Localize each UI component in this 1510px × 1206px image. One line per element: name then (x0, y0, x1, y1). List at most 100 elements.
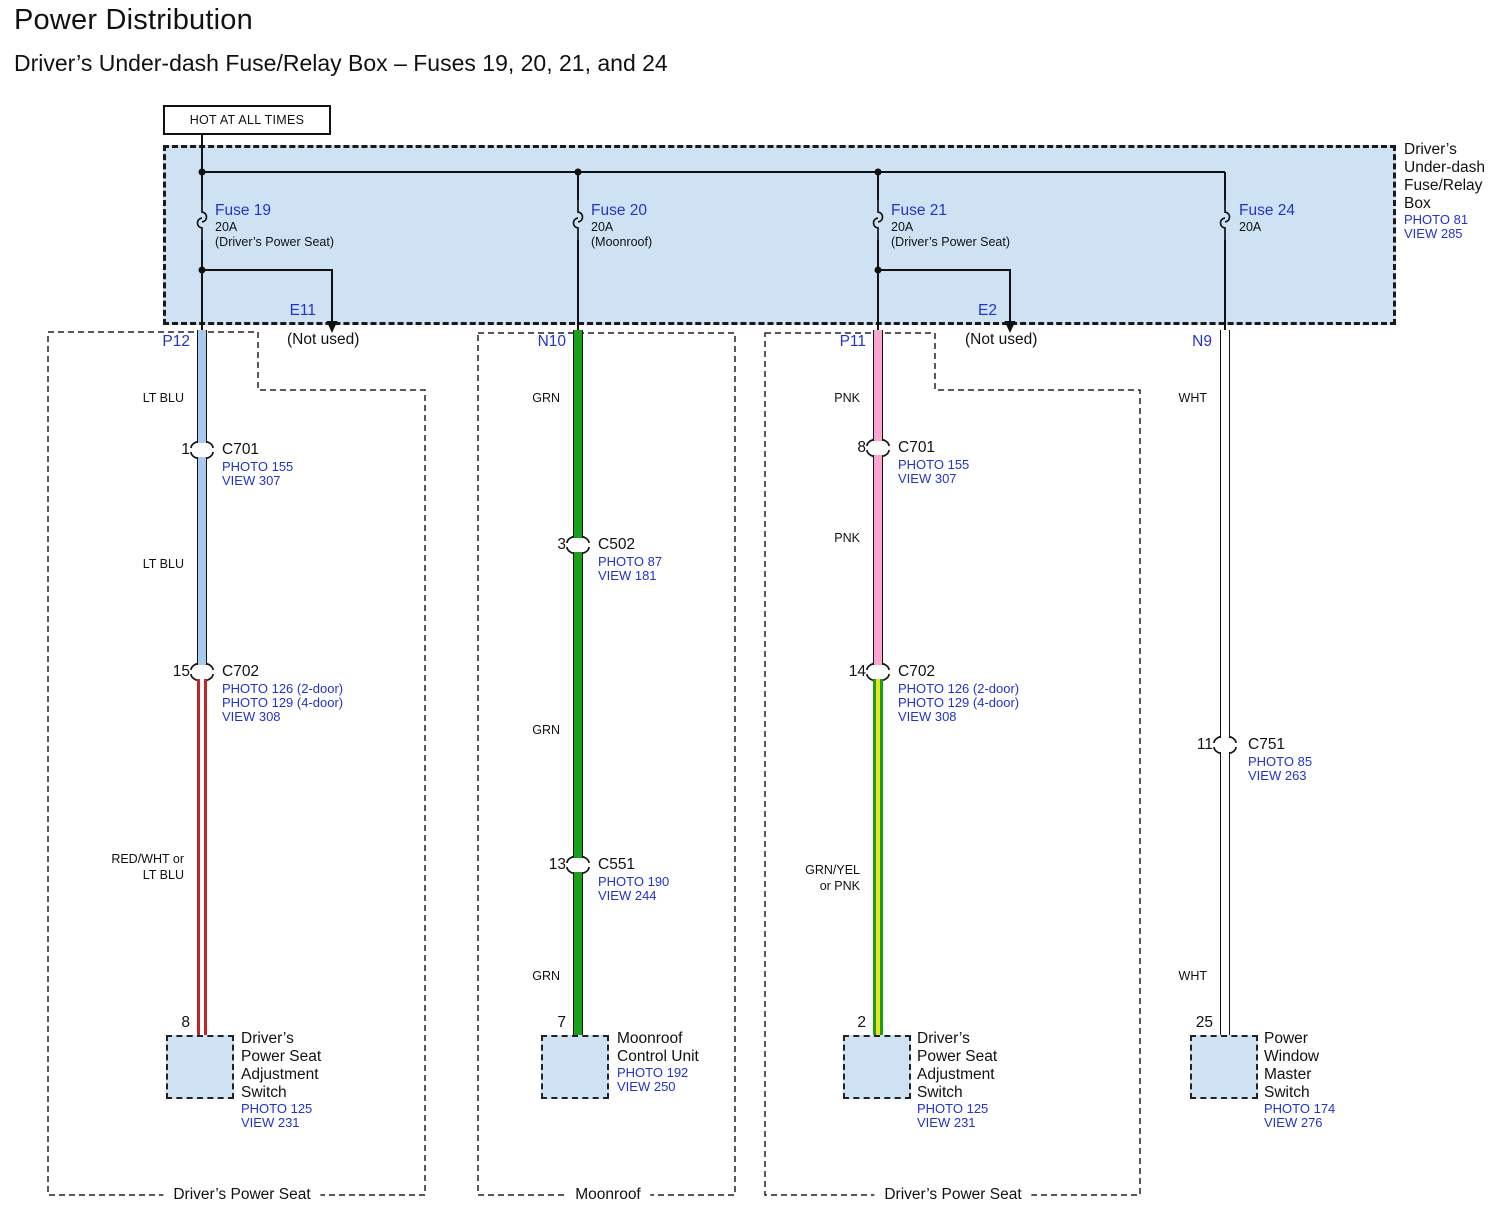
component-box-power-window-master-switch (1190, 1035, 1258, 1099)
connector-pin: 15 (172, 663, 190, 680)
region-label-drivers-power-seat-2: Driver’s Power Seat (874, 1186, 1032, 1204)
fuse-circuit: (Driver’s Power Seat) (891, 235, 1011, 249)
wire-color-label: WHT (1178, 391, 1207, 405)
region-label-moonroof: Moonroof (565, 1186, 651, 1204)
connector-symbol (190, 438, 1237, 875)
wire-segment-grn (573, 872, 583, 1035)
component-name-line: Master (1264, 1066, 1312, 1083)
wire-color-label: PNK (834, 531, 860, 545)
connector-name: C751 (1248, 736, 1286, 753)
wire-color-label: GRN (532, 391, 560, 405)
photo-ref[interactable]: PHOTO 190 (598, 874, 670, 889)
connector-pin: 1 (181, 441, 190, 458)
junction-dots (198, 168, 882, 274)
wire-segment-grn-yel (873, 679, 883, 1035)
fuse-name[interactable]: Fuse 24 (1239, 202, 1296, 219)
view-ref[interactable]: VIEW 250 (617, 1079, 676, 1094)
view-ref[interactable]: VIEW 307 (898, 471, 957, 486)
component-name-line: Adjustment (917, 1066, 995, 1083)
view-ref[interactable]: VIEW 263 (1248, 768, 1307, 783)
view-ref[interactable]: VIEW 308 (898, 709, 957, 724)
fuse-amps: 20A (215, 220, 238, 234)
fuse-name[interactable]: Fuse 21 (891, 202, 948, 219)
component-name-power-window-master-switch: Power Window Master Switch PHOTO 174 VIE… (1264, 1030, 1335, 1130)
wire-segment-red-wht (197, 679, 207, 1035)
view-ref[interactable]: VIEW 308 (222, 709, 281, 724)
fuse-name[interactable]: Fuse 19 (215, 202, 272, 219)
hot-at-all-times-label: HOT AT ALL TIMES (189, 113, 305, 127)
wire-segment-pnk (873, 330, 883, 441)
power-bus-line (201, 135, 1226, 330)
fuse-box-name-line: Under-dash (1404, 159, 1485, 176)
component-name-drivers-power-seat-adjustment-switch: Driver’s Power Seat Adjustment Switch PH… (917, 1030, 997, 1130)
wire-color-label: LT BLU (142, 391, 184, 405)
photo-ref[interactable]: PHOTO 81 (1404, 212, 1469, 227)
terminal-label-n10[interactable]: N10 (537, 333, 566, 350)
fuse-19-group: Fuse 19 20A (Driver’s Power Seat) (215, 202, 334, 250)
photo-ref[interactable]: PHOTO 155 (222, 459, 294, 474)
not-used-note: (Not used) (287, 331, 360, 348)
fuse-circuit: (Moonroof) (591, 235, 653, 249)
view-ref[interactable]: VIEW 181 (598, 568, 657, 583)
component-name-line: Switch (917, 1084, 963, 1101)
fuse-box-name-line: Fuse/Relay (1404, 177, 1483, 194)
component-name-line: Power Seat (917, 1048, 998, 1065)
fuse-box-name: Driver’s Under-dash Fuse/Relay Box PHOTO… (1404, 141, 1485, 241)
component-name-line: Moonroof (617, 1030, 683, 1047)
fuse-amps: 20A (591, 220, 614, 234)
region-outline-drivers-power-seat-2 (764, 332, 1141, 1196)
page-subtitle: Driver’s Under-dash Fuse/Relay Box – Fus… (14, 50, 668, 76)
fuse-box-name-line: Box (1404, 195, 1431, 212)
component-name-moonroof-control-unit: Moonroof Control Unit PHOTO 192 VIEW 250 (617, 1030, 699, 1094)
fuse-24-group: Fuse 24 20A (1239, 202, 1295, 235)
wire-segment-wht (1220, 752, 1230, 1035)
connector-pin: 11 (1196, 736, 1213, 753)
photo-ref[interactable]: PHOTO 155 (898, 457, 970, 472)
connector-name: C702 (222, 663, 260, 680)
component-box-drivers-power-seat-adjustment-switch (843, 1035, 911, 1099)
terminal-label-n9[interactable]: N9 (1192, 333, 1212, 350)
connector-pin: 8 (857, 439, 866, 456)
wire-segment-wht (1220, 330, 1230, 738)
component-box-drivers-power-seat-adjustment-switch (166, 1035, 234, 1099)
photo-ref[interactable]: PHOTO 129 (4-door) (898, 695, 1020, 710)
view-ref[interactable]: VIEW 231 (241, 1115, 300, 1130)
fuse-amps: 20A (891, 220, 914, 234)
photo-ref[interactable]: PHOTO 125 (917, 1101, 989, 1116)
end-pin: 25 (1195, 1014, 1213, 1031)
wire-segment-lt-blu (197, 457, 207, 665)
view-ref[interactable]: VIEW 285 (1404, 226, 1463, 241)
photo-ref[interactable]: PHOTO 85 (1248, 754, 1313, 769)
connector-name: C502 (598, 536, 636, 553)
connector-name: C702 (898, 663, 936, 680)
view-ref[interactable]: VIEW 307 (222, 473, 281, 488)
photo-ref[interactable]: PHOTO 126 (2-door) (898, 681, 1020, 696)
fuse-name[interactable]: Fuse 20 (591, 202, 648, 219)
component-box-moonroof-control-unit (541, 1035, 609, 1099)
wire-color-label: LT BLU (142, 868, 184, 882)
photo-ref[interactable]: PHOTO 87 (598, 554, 663, 569)
photo-ref[interactable]: PHOTO 126 (2-door) (222, 681, 344, 696)
view-ref[interactable]: VIEW 244 (598, 888, 657, 903)
view-ref[interactable]: VIEW 276 (1264, 1115, 1323, 1130)
fuse-circuit: (Driver’s Power Seat) (215, 235, 335, 249)
terminal-label-e11[interactable]: E11 (289, 302, 316, 319)
terminal-label-p12[interactable]: P12 (162, 333, 190, 350)
component-name-line: Window (1264, 1048, 1320, 1065)
photo-ref[interactable]: PHOTO 192 (617, 1065, 689, 1080)
photo-ref[interactable]: PHOTO 125 (241, 1101, 313, 1116)
end-pin: 2 (857, 1014, 866, 1031)
connector-pin: 3 (557, 536, 566, 553)
terminal-label-p11[interactable]: P11 (839, 333, 866, 350)
wire-color-label: or PNK (819, 879, 860, 893)
terminal-label-e2[interactable]: E2 (978, 302, 997, 319)
fuse-21-group: Fuse 21 20A (Driver’s Power Seat) (891, 202, 1010, 250)
photo-ref[interactable]: PHOTO 174 (1264, 1101, 1336, 1116)
region-outline-moonroof (477, 332, 736, 1196)
component-name-line: Control Unit (617, 1048, 699, 1065)
view-ref[interactable]: VIEW 231 (917, 1115, 976, 1130)
photo-ref[interactable]: PHOTO 129 (4-door) (222, 695, 344, 710)
wire-color-label: LT BLU (142, 557, 184, 571)
wire-color-label: WHT (1178, 969, 1207, 983)
